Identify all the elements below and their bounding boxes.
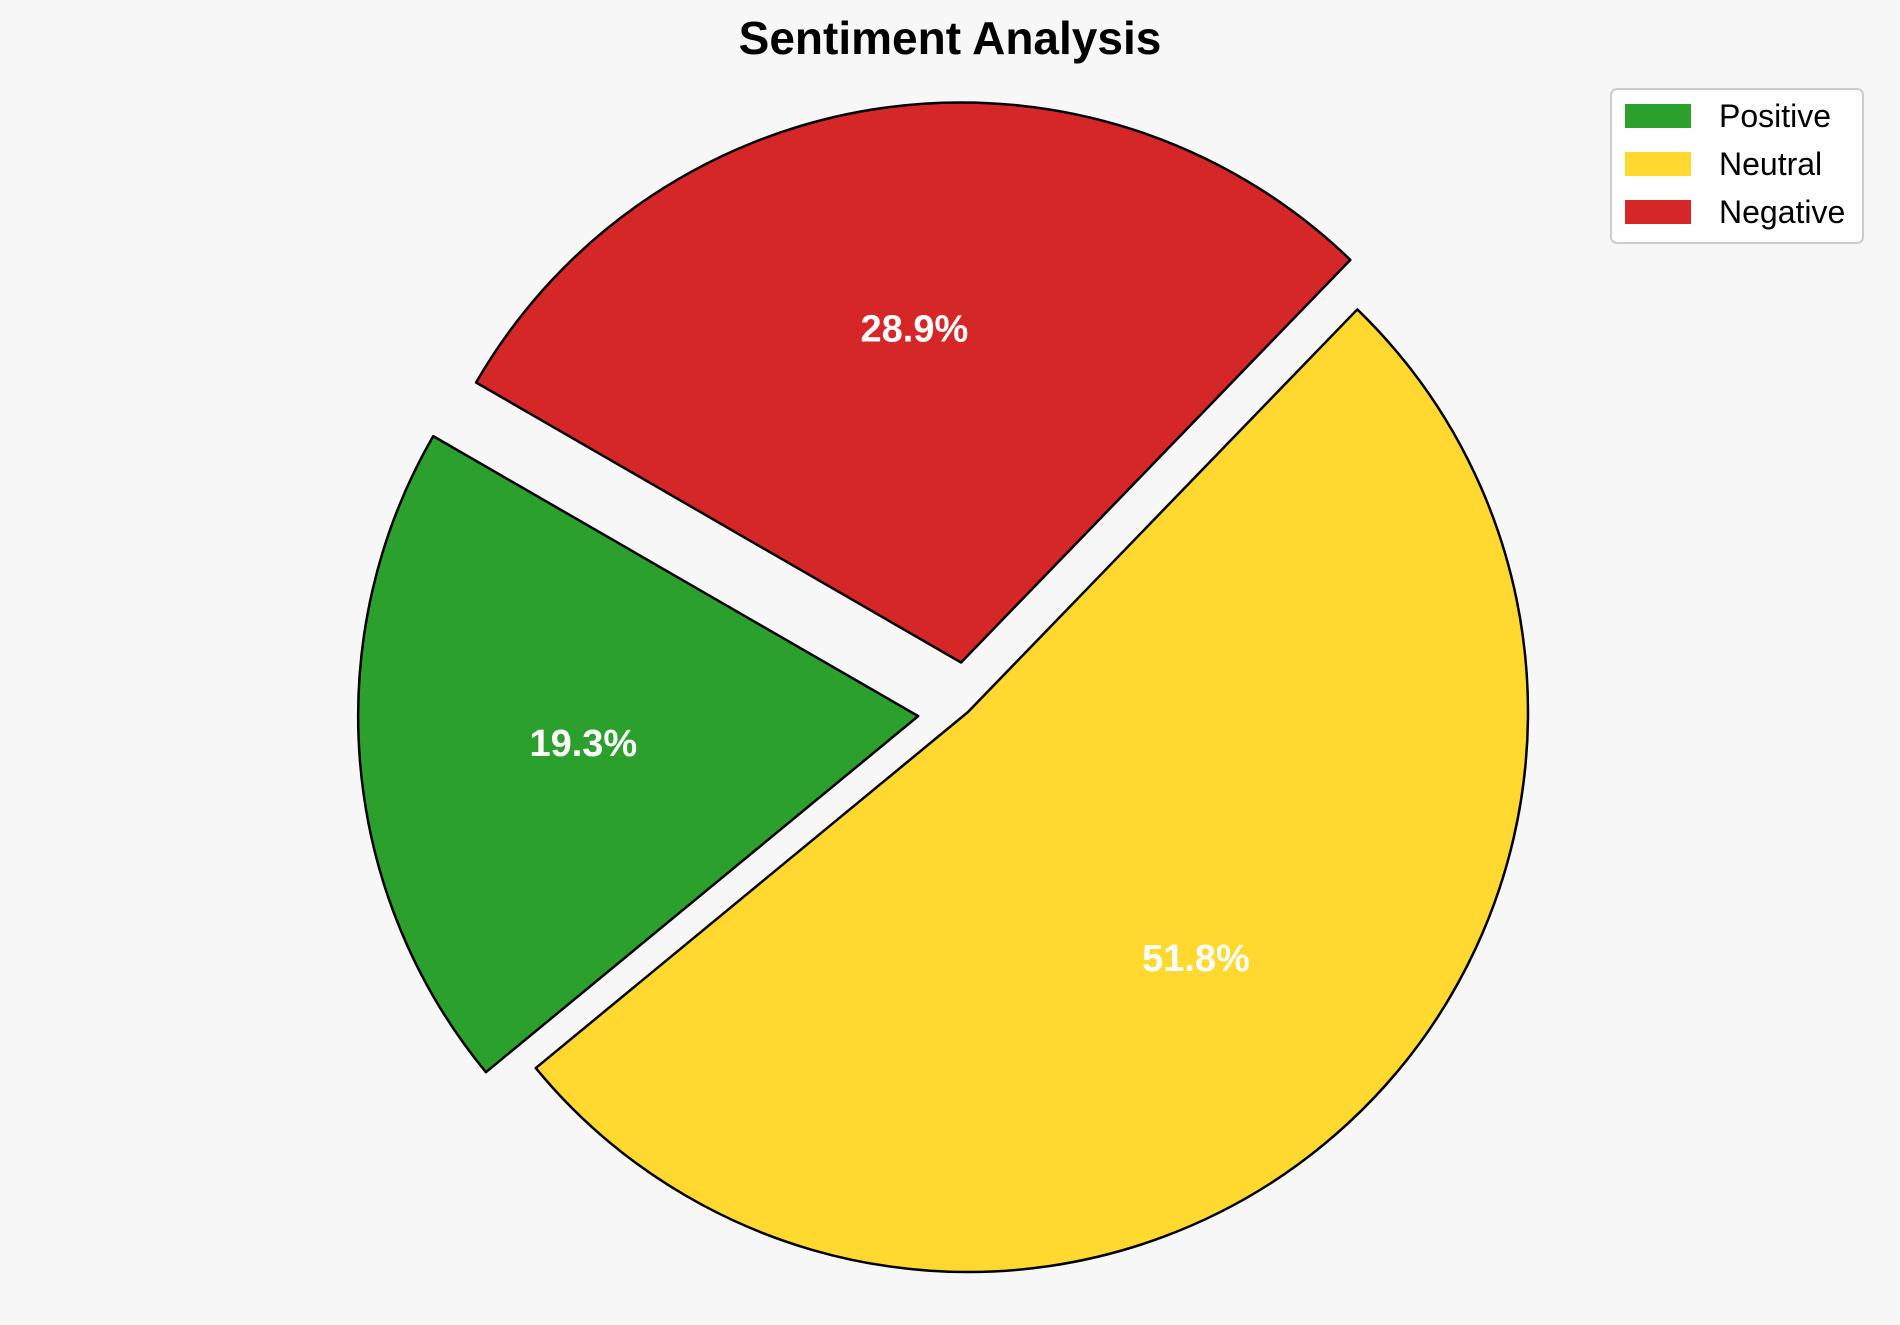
- pie-slice-neutral: [534, 308, 1530, 1274]
- legend-swatch-neutral: [1625, 152, 1691, 176]
- pie-slice-positive: [356, 434, 920, 1074]
- legend-label-neutral: Neutral: [1719, 146, 1822, 182]
- pie-slice-negative: [474, 101, 1352, 664]
- chart-title: Sentiment Analysis: [739, 12, 1162, 64]
- legend: Positive Neutral Negative: [1610, 88, 1864, 244]
- slice-label-neutral: 51.8%: [1142, 938, 1250, 980]
- pie-slices: [356, 101, 1530, 1274]
- legend-swatch-negative: [1625, 200, 1691, 224]
- slice-label-negative: 28.9%: [861, 309, 969, 351]
- slice-labels: 19.3% 51.8% 28.9%: [529, 309, 1249, 980]
- slice-label-positive: 19.3%: [529, 723, 637, 765]
- legend-label-positive: Positive: [1719, 98, 1831, 134]
- legend-label-negative: Negative: [1719, 194, 1845, 230]
- legend-swatch-positive: [1625, 104, 1691, 128]
